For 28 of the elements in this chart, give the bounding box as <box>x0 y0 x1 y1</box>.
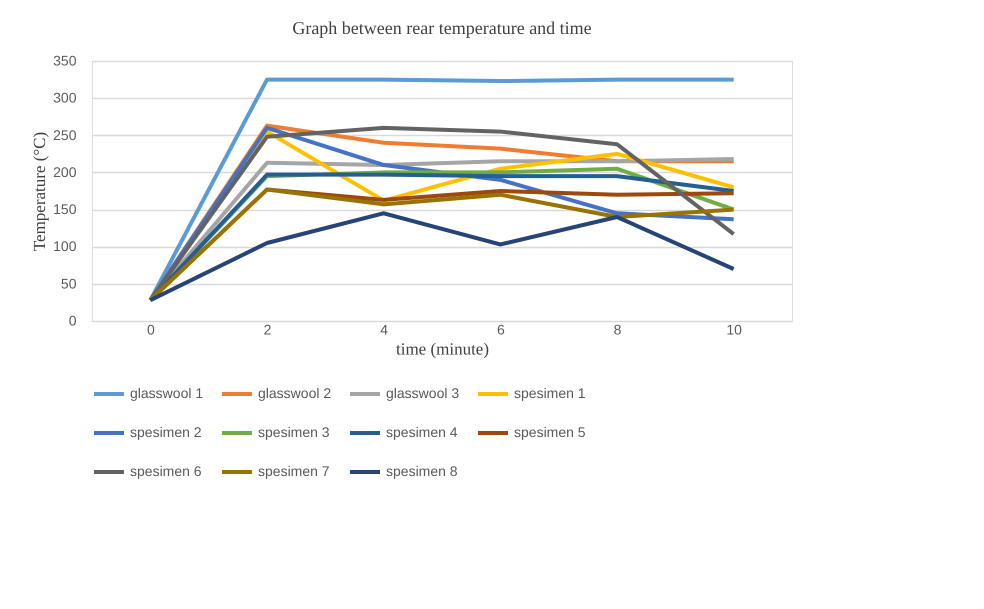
x-tick-label: 2 <box>264 322 272 338</box>
chart-title: Graph between rear temperature and time <box>292 18 592 38</box>
legend-label: glasswool 2 <box>258 385 332 401</box>
legend-label: spesimen 1 <box>514 385 586 401</box>
legend-label: spesimen 5 <box>514 424 586 440</box>
y-tick-label: 300 <box>53 90 77 106</box>
y-tick-label: 350 <box>53 52 77 68</box>
legend-label: spesimen 6 <box>130 463 202 479</box>
x-tick-label: 4 <box>380 322 388 338</box>
x-tick-label: 0 <box>146 322 155 338</box>
line-series <box>148 211 736 302</box>
y-axis-title: Temperature (°C) <box>30 132 50 252</box>
legend-label: spesimen 3 <box>258 424 330 440</box>
x-axis-title: time (minute) <box>396 340 490 358</box>
legend-label: spesimen 2 <box>130 424 202 440</box>
x-tick-label: 6 <box>496 322 505 338</box>
legend-label: spesimen 4 <box>386 424 458 440</box>
y-tick-label: 100 <box>53 238 77 254</box>
y-tick-label: 250 <box>53 126 77 143</box>
x-tick-label: 10 <box>726 322 742 338</box>
legend-label: spesimen 7 <box>258 463 330 479</box>
y-tick-label: 200 <box>53 164 77 180</box>
legend-label: glasswool 3 <box>386 385 460 401</box>
x-tick-label: 8 <box>614 322 622 338</box>
y-tick-label: 150 <box>53 201 77 218</box>
y-tick-label: 50 <box>60 275 77 292</box>
legend-label: glasswool 1 <box>130 385 204 401</box>
legend-label: spesimen 8 <box>386 463 458 479</box>
